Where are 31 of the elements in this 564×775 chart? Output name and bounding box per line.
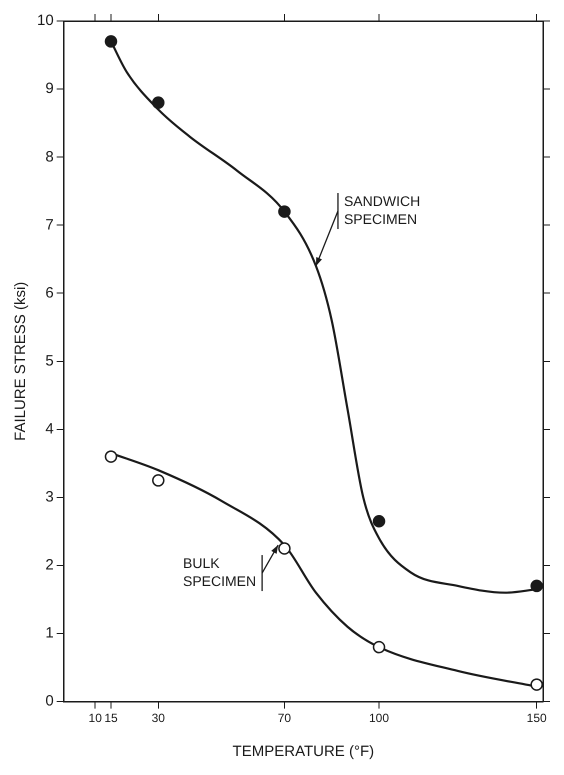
x-tick-label: 70	[278, 711, 292, 726]
point	[530, 678, 543, 691]
x-axis-title: TEMPERATURE (°F)	[232, 743, 374, 760]
point	[278, 542, 291, 555]
y-tick-label: 4	[45, 420, 54, 438]
point	[530, 580, 543, 592]
y-axis-title: FAILURE STRESS (ksi)	[12, 282, 30, 441]
point	[152, 96, 165, 109]
annotation: BULK SPECIMEN	[182, 554, 256, 589]
annotation: SANDWICH SPECIMEN	[344, 192, 420, 227]
y-tick-label: 9	[45, 80, 54, 98]
point	[278, 205, 291, 218]
point	[104, 450, 118, 463]
x-tick-label: 150	[526, 711, 548, 726]
point	[372, 514, 386, 528]
y-tick-label: 7	[45, 216, 54, 234]
point	[152, 474, 165, 487]
point	[104, 35, 118, 48]
y-tick-label: 6	[45, 284, 54, 302]
y-tick-label: 1	[45, 624, 54, 642]
y-tick-label: 3	[45, 488, 54, 506]
y-tick-label: 8	[45, 148, 54, 166]
x-tick-label: 10	[88, 711, 102, 726]
y-tick-label: 2	[45, 556, 54, 574]
point	[372, 640, 386, 654]
x-tick-label: 15	[104, 711, 118, 726]
y-tick-label: 5	[45, 352, 54, 370]
x-tick-label: 100	[369, 711, 390, 726]
x-tick-label: 30	[152, 711, 166, 726]
y-tick-label: 0	[45, 692, 54, 710]
y-tick-label: 10	[36, 12, 54, 30]
